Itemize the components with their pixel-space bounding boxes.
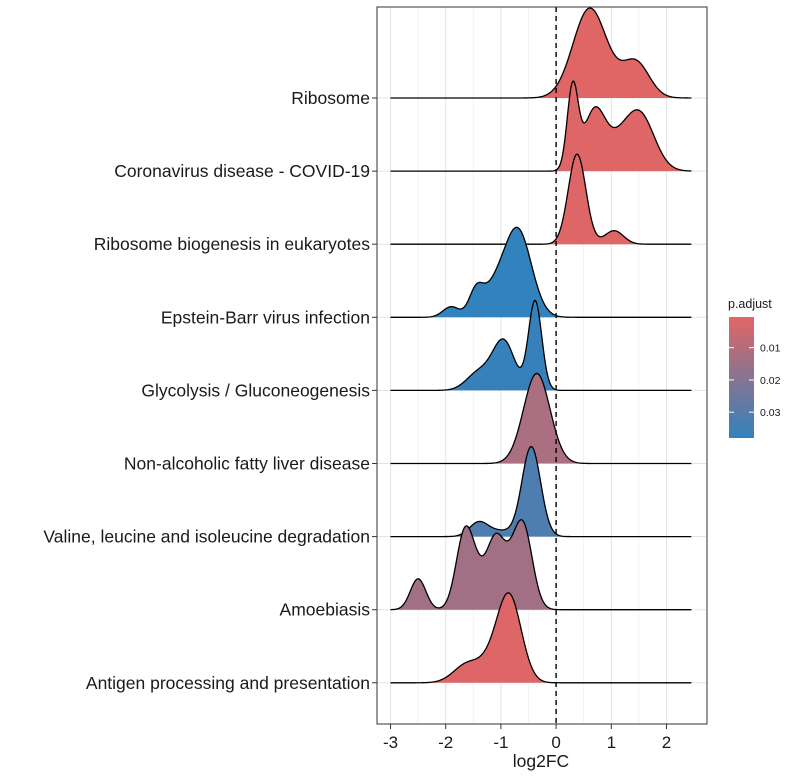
ridge-fill bbox=[390, 300, 692, 391]
ridge-fill bbox=[390, 373, 692, 464]
ridge-fill bbox=[390, 81, 692, 172]
y-tick-label: Valine, leucine and isoleucine degradati… bbox=[43, 527, 370, 547]
legend-tick-label: 0.02 bbox=[760, 375, 781, 387]
ridge-outline bbox=[390, 153, 692, 245]
ridge-outline bbox=[390, 445, 692, 538]
y-axis-labels: Ribosome Coronavirus disease - COVID-19 Ri… bbox=[43, 88, 377, 693]
legend-colorbar bbox=[729, 317, 754, 438]
color-legend: p.adjust 0.01 0.02 0.03 bbox=[728, 297, 781, 438]
ridge-outline bbox=[390, 372, 692, 465]
ridge-outline bbox=[390, 226, 692, 318]
x-tick-label: -1 bbox=[493, 733, 508, 752]
x-axis-ticks: -3 -2 -1 0 1 2 bbox=[383, 724, 671, 752]
ridge-outline bbox=[390, 519, 692, 611]
y-tick-label: Ribosome biogenesis in eukaryotes bbox=[94, 234, 371, 254]
y-tick-label: Epstein-Barr virus infection bbox=[161, 307, 370, 327]
ridge-fill bbox=[390, 227, 692, 318]
x-axis-title: log2FC bbox=[513, 751, 569, 771]
legend-title: p.adjust bbox=[728, 297, 772, 311]
density-ridges bbox=[390, 7, 692, 684]
plot-panel-border bbox=[376, 6, 708, 725]
x-tick-label: 2 bbox=[662, 733, 671, 752]
y-tick-label: Ribosome bbox=[291, 88, 370, 108]
y-tick-label: Amoebiasis bbox=[280, 600, 371, 620]
legend-tick-label: 0.01 bbox=[760, 343, 781, 355]
ridge-fill bbox=[390, 446, 692, 537]
ridge-outline bbox=[390, 592, 692, 684]
x-tick-label: -2 bbox=[438, 733, 453, 752]
y-tick-label: Glycolysis / Gluconeogenesis bbox=[141, 380, 370, 400]
y-tick-label: Coronavirus disease - COVID-19 bbox=[114, 161, 370, 181]
y-tick-label: Non-alcoholic fatty liver disease bbox=[124, 454, 370, 474]
x-tick-label: 1 bbox=[607, 733, 616, 752]
ridge-outline bbox=[390, 7, 692, 99]
x-tick-label: 0 bbox=[551, 733, 560, 752]
ridge-fill bbox=[390, 8, 692, 98]
ridge-outline bbox=[390, 80, 692, 172]
ridge-fill bbox=[390, 519, 692, 610]
ridge-outline bbox=[390, 299, 692, 392]
x-tick-label: -3 bbox=[383, 733, 398, 752]
legend-tick-label: 0.03 bbox=[760, 407, 781, 419]
y-tick-label: Antigen processing and presentation bbox=[86, 673, 370, 693]
